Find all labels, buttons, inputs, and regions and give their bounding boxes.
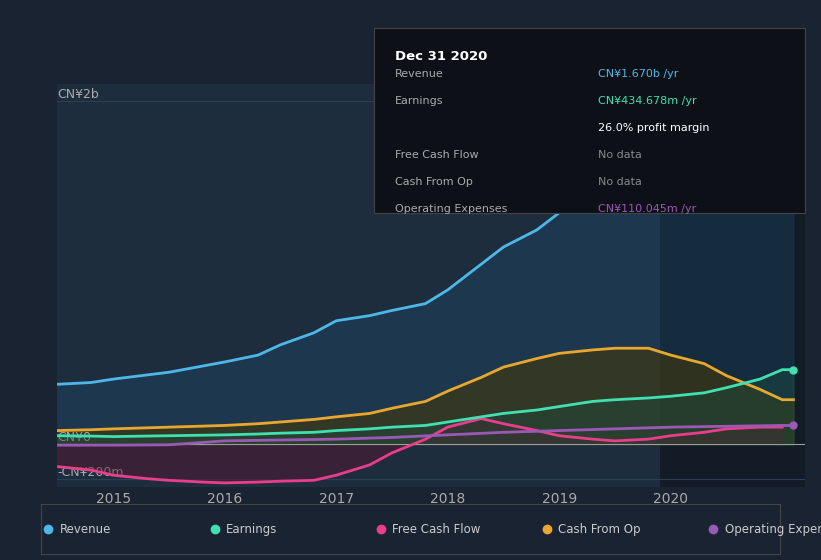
Text: CN¥434.678m /yr: CN¥434.678m /yr bbox=[598, 96, 696, 106]
Text: CN¥0: CN¥0 bbox=[57, 431, 91, 444]
Text: 26.0% profit margin: 26.0% profit margin bbox=[598, 123, 709, 133]
Text: Operating Expenses: Operating Expenses bbox=[724, 522, 821, 536]
Text: Earnings: Earnings bbox=[395, 96, 443, 106]
Text: No data: No data bbox=[598, 150, 641, 160]
Text: Revenue: Revenue bbox=[395, 69, 444, 78]
Text: Cash From Op: Cash From Op bbox=[558, 522, 640, 536]
Text: Dec 31 2020: Dec 31 2020 bbox=[395, 50, 488, 63]
Text: Free Cash Flow: Free Cash Flow bbox=[392, 522, 480, 536]
Text: Cash From Op: Cash From Op bbox=[395, 176, 473, 186]
Text: Free Cash Flow: Free Cash Flow bbox=[395, 150, 479, 160]
Text: CN¥1.670b /yr: CN¥1.670b /yr bbox=[598, 69, 678, 78]
Text: CN¥2b: CN¥2b bbox=[57, 88, 99, 101]
Text: Operating Expenses: Operating Expenses bbox=[395, 204, 507, 213]
Text: Earnings: Earnings bbox=[226, 522, 277, 536]
Text: CN¥110.045m /yr: CN¥110.045m /yr bbox=[598, 204, 696, 213]
Text: -CN¥200m: -CN¥200m bbox=[57, 465, 124, 479]
Text: No data: No data bbox=[598, 176, 641, 186]
Text: Revenue: Revenue bbox=[60, 522, 111, 536]
Bar bbox=[659, 84, 805, 487]
